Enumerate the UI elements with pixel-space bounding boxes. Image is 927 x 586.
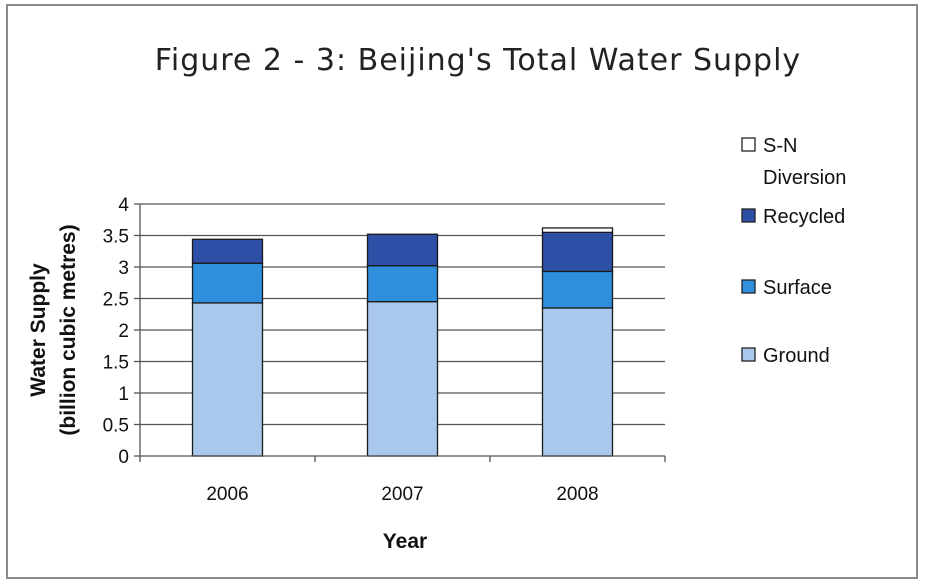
y-tick-label: 2.5 <box>103 290 129 311</box>
y-tick-labels: 0 0.5 1 1.5 2 2.5 3 3.5 4 <box>103 195 130 468</box>
bar-segment-s-n-diversion-2008 <box>541 227 614 234</box>
legend-swatch <box>741 208 756 223</box>
legend-swatch <box>741 347 756 362</box>
y-tick-label: 1 <box>118 384 129 405</box>
bar-segment-ground-2008 <box>541 307 614 457</box>
bar-segment-ground-2007 <box>366 300 439 457</box>
y-tick-label: 3 <box>118 258 129 279</box>
legend-item: Surface <box>741 277 832 299</box>
y-tick-label: 4 <box>118 195 129 216</box>
bar-segment-surface-2007 <box>366 265 439 303</box>
legend-item: Ground <box>741 345 830 367</box>
y-tick-label: 1.5 <box>103 353 129 374</box>
bar-segment-recycled-2007 <box>366 233 439 267</box>
y-axis-title: Water Supply <box>27 263 50 397</box>
y-axis-title-line2: (billion cubic metres) <box>57 224 80 435</box>
x-tick-label: 2006 <box>206 484 248 505</box>
x-tick-labels: 2006 2007 2008 <box>206 484 598 505</box>
axes <box>134 203 666 462</box>
bar-segment-ground-2006 <box>191 302 264 457</box>
chart-frame <box>6 4 918 579</box>
legend-item: S-N Diversion <box>741 135 846 189</box>
bar-segment-recycled-2008 <box>541 231 614 273</box>
y-tick-label: 0 <box>118 447 129 468</box>
legend-item: Recycled <box>741 206 845 228</box>
y-tick-label: 3.5 <box>103 227 129 248</box>
x-tick-label: 2007 <box>381 484 423 505</box>
bars <box>191 227 614 457</box>
bar-segment-recycled-2006 <box>191 238 264 264</box>
legend: S-N Diversion Recycled Surface Ground <box>741 135 846 367</box>
bar-segment-surface-2006 <box>191 262 264 304</box>
legend-label: Surface <box>763 277 832 299</box>
x-axis-title: Year <box>383 530 427 553</box>
y-tick-label: 0.5 <box>103 416 129 437</box>
legend-swatch <box>741 279 756 294</box>
legend-label: Ground <box>763 345 830 367</box>
x-tick-label: 2008 <box>556 484 598 505</box>
chart-title: Figure 2 - 3: Beijing's Total Water Supp… <box>155 43 801 78</box>
legend-label: Recycled <box>763 206 845 228</box>
legend-swatch <box>741 137 756 152</box>
legend-label-line2: Diversion <box>763 167 846 189</box>
bar-segment-surface-2008 <box>541 270 614 309</box>
y-tick-label: 2 <box>118 321 129 342</box>
legend-label: S-N <box>763 135 797 157</box>
